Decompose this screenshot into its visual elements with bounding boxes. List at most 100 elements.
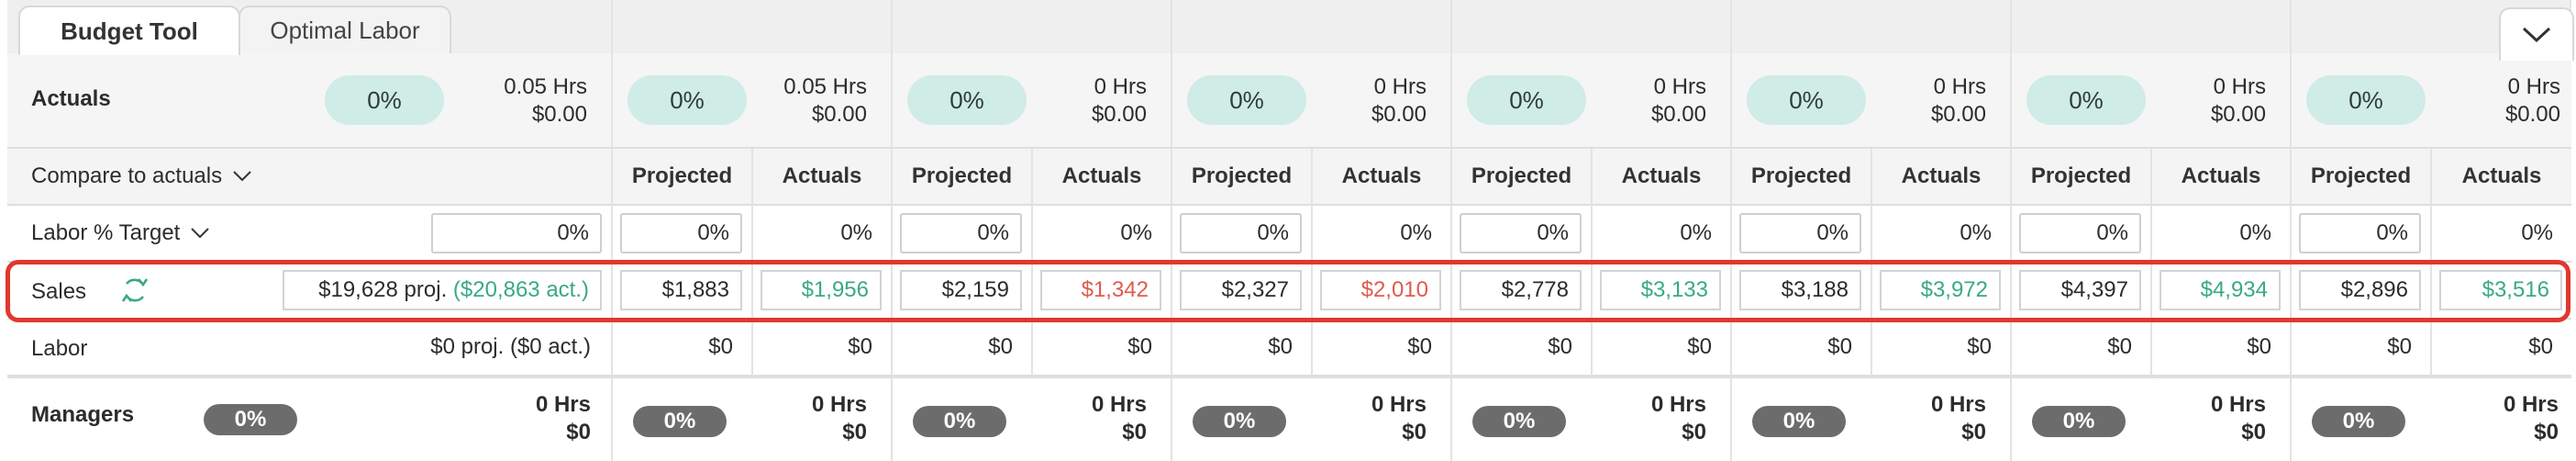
labor-target-day-input[interactable]: 0% bbox=[1739, 213, 1861, 253]
projected-column-header: Projected bbox=[2292, 149, 2432, 206]
managers-day-cell: 0% 0 Hrs $0 bbox=[613, 378, 893, 461]
managers-day-cell: 0% 0 Hrs $0 bbox=[2012, 378, 2292, 461]
day-header-cell bbox=[1452, 0, 1732, 53]
compare-dropdown[interactable]: Compare to actuals bbox=[7, 149, 613, 206]
labor-target-day-actual: 0% bbox=[1960, 220, 1992, 245]
labor-target-actual-cell: 0% bbox=[2432, 206, 2571, 263]
managers-day-hours: 0 Hrs bbox=[1091, 392, 1147, 417]
managers-day-amount: $0 bbox=[2241, 420, 2266, 444]
day-header-cell bbox=[613, 0, 893, 53]
managers-label: Managers bbox=[31, 402, 135, 427]
labor-target-actual-cell: 0% bbox=[2152, 206, 2292, 263]
labor-projected-cell: $0 bbox=[1452, 320, 1593, 378]
actuals-day-pct-badge: 0% bbox=[1467, 75, 1586, 125]
labor-target-label: Labor % Target bbox=[31, 220, 181, 245]
actuals-header-label: Actuals bbox=[782, 163, 862, 188]
sales-projected-input[interactable]: $2,778 bbox=[1460, 270, 1582, 310]
labor-target-projected-cell: 0% bbox=[2012, 206, 2152, 263]
actuals-day-amount: $0.00 bbox=[1371, 102, 1427, 127]
actuals-day-hours: 0 Hrs bbox=[2507, 74, 2560, 99]
labor-target-summary-cell: Labor % Target 0% bbox=[7, 206, 613, 263]
sales-actual-value: $3,516 bbox=[2439, 270, 2562, 310]
refresh-icon[interactable] bbox=[119, 275, 150, 305]
labor-projected-value: $0 bbox=[1268, 334, 1293, 359]
tab-bar: Budget Tool Optimal Labor bbox=[7, 0, 613, 55]
managers-day-cell: 0% 0 Hrs $0 bbox=[2292, 378, 2571, 461]
sales-actual-value: $4,934 bbox=[2160, 270, 2281, 310]
projected-header-label: Projected bbox=[1471, 163, 1572, 188]
actuals-day-amount: $0.00 bbox=[2504, 102, 2560, 127]
actuals-amount: $0.00 bbox=[531, 102, 587, 127]
sales-actual-cell: $1,342 bbox=[1033, 263, 1172, 320]
labor-target-actual-cell: 0% bbox=[1313, 206, 1452, 263]
managers-pct-badge: 0% bbox=[204, 404, 297, 435]
labor-target-day-actual: 0% bbox=[840, 220, 872, 245]
managers-day-pct-badge: 0% bbox=[1752, 406, 1846, 437]
sales-actual-cell: $3,133 bbox=[1593, 263, 1732, 320]
collapse-button[interactable] bbox=[2499, 7, 2574, 61]
projected-header-label: Projected bbox=[1750, 163, 1852, 188]
managers-day-hours: 0 Hrs bbox=[2503, 392, 2559, 417]
chevron-down-icon bbox=[191, 228, 209, 239]
actuals-day-cell: 0% 0.05 Hrs $0.00 bbox=[613, 53, 893, 149]
projected-column-header: Projected bbox=[613, 149, 753, 206]
chevron-down-icon bbox=[233, 171, 251, 182]
sales-projected-cell: $2,778 bbox=[1452, 263, 1593, 320]
actuals-day-cell: 0% 0 Hrs $0.00 bbox=[1452, 53, 1732, 149]
labor-actual-value: $0 bbox=[1687, 334, 1712, 359]
sales-projected-input[interactable]: $2,327 bbox=[1180, 270, 1302, 310]
actuals-header-label: Actuals bbox=[1341, 163, 1422, 188]
actuals-day-cell: 0% 0 Hrs $0.00 bbox=[2012, 53, 2292, 149]
projected-column-header: Projected bbox=[1172, 149, 1313, 206]
labor-actual-value: $0 bbox=[2528, 334, 2553, 359]
actuals-header-label: Actuals bbox=[1061, 163, 1142, 188]
labor-target-day-input[interactable]: 0% bbox=[620, 213, 742, 253]
day-header-cell bbox=[1732, 0, 2012, 53]
labor-projected-cell: $0 bbox=[613, 320, 753, 378]
labor-target-projected-cell: 0% bbox=[1452, 206, 1593, 263]
sales-projected-input[interactable]: $4,397 bbox=[2019, 270, 2141, 310]
labor-target-day-input[interactable]: 0% bbox=[2019, 213, 2141, 253]
managers-day-hours: 0 Hrs bbox=[811, 392, 867, 417]
sales-actual-value: $1,342 bbox=[1040, 270, 1161, 310]
labor-projected-cell: $0 bbox=[1732, 320, 1872, 378]
labor-target-day-input[interactable]: 0% bbox=[1460, 213, 1582, 253]
labor-target-dropdown[interactable]: Labor % Target bbox=[31, 220, 210, 246]
sales-actual-cell: $2,010 bbox=[1313, 263, 1452, 320]
labor-target-day-input[interactable]: 0% bbox=[2299, 213, 2421, 253]
sales-projected-input[interactable]: $1,883 bbox=[620, 270, 742, 310]
managers-day-pct-badge: 0% bbox=[1472, 406, 1566, 437]
actuals-column-header: Actuals bbox=[1313, 149, 1452, 206]
sales-summary-cell: Sales $19,628 proj. ($20,863 act.) bbox=[7, 263, 613, 320]
actuals-column-header: Actuals bbox=[1033, 149, 1172, 206]
labor-actual-cell: $0 bbox=[1033, 320, 1172, 378]
managers-day-pct-badge: 0% bbox=[2312, 406, 2405, 437]
sales-actual-value: $1,956 bbox=[761, 270, 882, 310]
actuals-label: Actuals bbox=[31, 86, 111, 111]
actuals-day-pct-badge: 0% bbox=[1187, 75, 1306, 125]
actuals-header-label: Actuals bbox=[1901, 163, 1982, 188]
sales-projected-input[interactable]: $3,188 bbox=[1739, 270, 1861, 310]
actuals-day-cell: 0% 0 Hrs $0.00 bbox=[1732, 53, 2012, 149]
actuals-day-pct-badge: 0% bbox=[907, 75, 1027, 125]
labor-target-input[interactable]: 0% bbox=[431, 213, 602, 253]
sales-projected-input[interactable]: $2,159 bbox=[900, 270, 1022, 310]
actuals-day-hours: 0.05 Hrs bbox=[783, 74, 867, 99]
actuals-day-pct-badge: 0% bbox=[627, 75, 747, 125]
labor-projected-cell: $0 bbox=[2292, 320, 2432, 378]
day-header-cell bbox=[2012, 0, 2292, 53]
day-header-cell bbox=[2292, 0, 2574, 61]
tab-budget-tool[interactable]: Budget Tool bbox=[18, 6, 240, 55]
labor-target-day-input[interactable]: 0% bbox=[1180, 213, 1302, 253]
managers-day-hours: 0 Hrs bbox=[2210, 392, 2266, 417]
tab-optimal-labor[interactable]: Optimal Labor bbox=[239, 6, 451, 53]
sales-actual-cell: $3,516 bbox=[2432, 263, 2571, 320]
labor-target-actual-cell: 0% bbox=[753, 206, 893, 263]
managers-day-cell: 0% 0 Hrs $0 bbox=[1172, 378, 1452, 461]
sales-projected-input[interactable]: $2,896 bbox=[2299, 270, 2421, 310]
projected-column-header: Projected bbox=[2012, 149, 2152, 206]
labor-target-actual-cell: 0% bbox=[1033, 206, 1172, 263]
actuals-header-label: Actuals bbox=[1621, 163, 1702, 188]
sales-label: Sales bbox=[31, 279, 87, 304]
labor-target-day-input[interactable]: 0% bbox=[900, 213, 1022, 253]
